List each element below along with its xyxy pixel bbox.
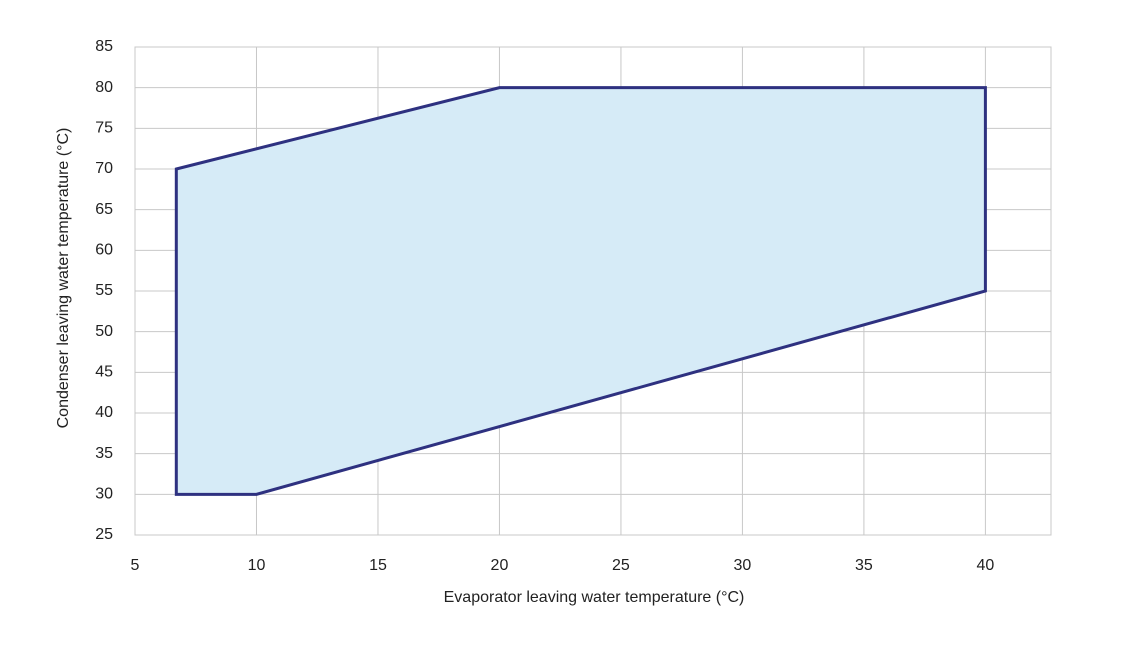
y-tick-label: 75: [95, 120, 113, 137]
y-tick-label: 35: [95, 445, 113, 462]
x-tick-label: 10: [248, 557, 266, 574]
x-axis-title: Evaporator leaving water temperature (°C…: [444, 589, 745, 606]
y-tick-label: 55: [95, 282, 113, 299]
y-axis-title: Condenser leaving water temperature (°C): [55, 128, 72, 429]
y-tick-label: 80: [95, 79, 113, 96]
x-tick-label: 20: [491, 557, 509, 574]
y-tick-label: 25: [95, 526, 113, 543]
y-tick-label: 70: [95, 160, 113, 177]
x-tick-label: 25: [612, 557, 630, 574]
y-tick-label: 50: [95, 323, 113, 340]
x-tick-label: 5: [131, 557, 140, 574]
x-tick-label: 15: [369, 557, 387, 574]
y-tick-label: 85: [95, 38, 113, 55]
y-tick-label: 45: [95, 364, 113, 381]
y-tick-label: 65: [95, 201, 113, 218]
operating-envelope: [174, 86, 987, 496]
y-tick-label: 30: [95, 486, 113, 503]
x-tick-label: 30: [734, 557, 752, 574]
x-tick-label: 35: [855, 557, 873, 574]
x-tick-label: 40: [976, 557, 994, 574]
y-tick-label: 60: [95, 242, 113, 259]
y-tick-label: 40: [95, 404, 113, 421]
